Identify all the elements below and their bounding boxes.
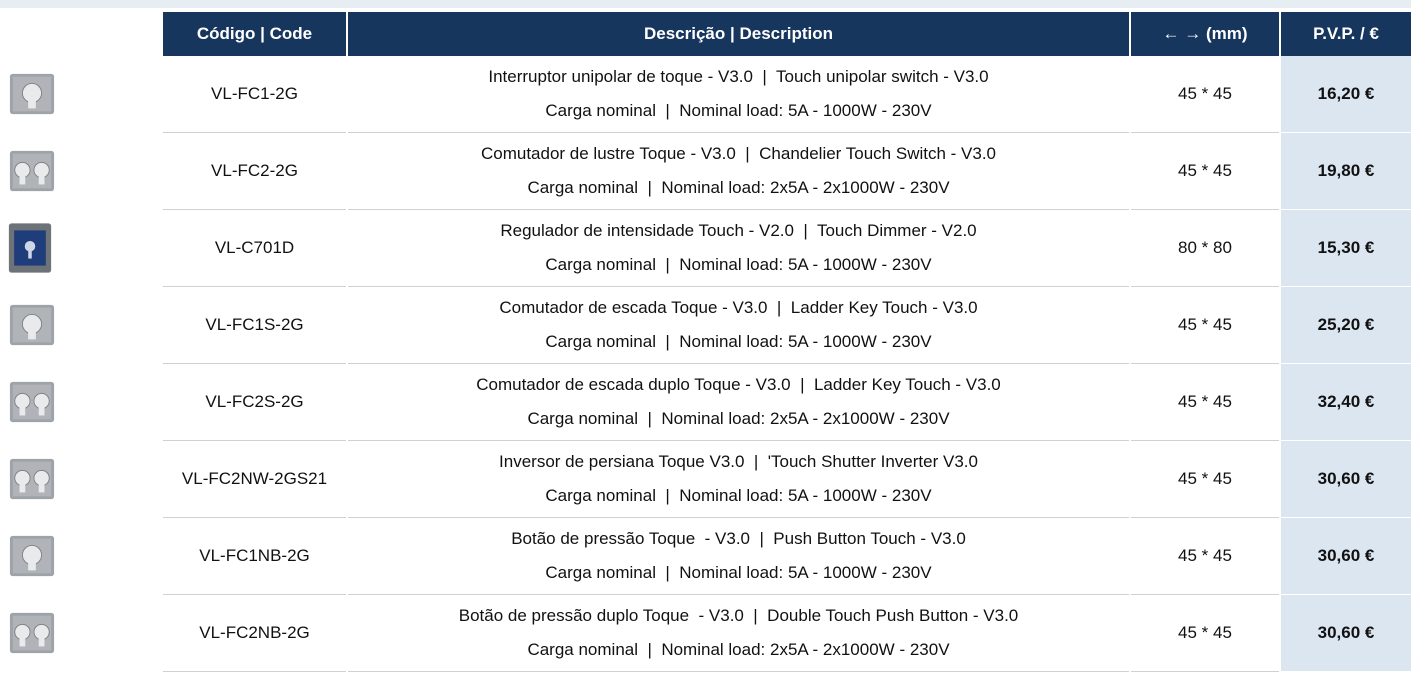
size-cell: 80 * 80 bbox=[1131, 210, 1279, 287]
column-header: P.V.P. / € bbox=[1281, 12, 1411, 56]
description-line: Comutador de escada duplo Toque - V3.0 |… bbox=[476, 375, 1001, 394]
description-line: Carga nominal | Nominal load: 2x5A - 2x1… bbox=[527, 178, 950, 197]
column-header: Código | Code bbox=[163, 12, 346, 56]
product-image bbox=[0, 364, 163, 441]
price-cell: 32,40 € bbox=[1281, 364, 1411, 441]
code-cell: VL-FC2S-2G bbox=[163, 364, 346, 441]
code-cell: VL-FC2NB-2G bbox=[163, 595, 346, 672]
description-cell: Comutador de escada Toque - V3.0 | Ladde… bbox=[348, 287, 1129, 364]
product-image bbox=[0, 56, 163, 133]
description-line: Botão de pressão Toque - V3.0 | Push But… bbox=[511, 529, 966, 548]
product-image bbox=[0, 210, 163, 287]
top-strip bbox=[0, 0, 1411, 8]
price-cell: 30,60 € bbox=[1281, 595, 1411, 672]
description-cell: Botão de pressão duplo Toque - V3.0 | Do… bbox=[348, 595, 1129, 672]
description-cell: Inversor de persiana Toque V3.0 | 'Touch… bbox=[348, 441, 1129, 518]
size-cell: 45 * 45 bbox=[1131, 364, 1279, 441]
size-cell: 45 * 45 bbox=[1131, 595, 1279, 672]
price-cell: 19,80 € bbox=[1281, 133, 1411, 210]
description-line: Inversor de persiana Toque V3.0 | 'Touch… bbox=[499, 452, 978, 471]
product-image bbox=[0, 287, 163, 364]
size-cell: 45 * 45 bbox=[1131, 287, 1279, 364]
column-header: Descrição | Description bbox=[348, 12, 1129, 56]
code-cell: VL-FC1NB-2G bbox=[163, 518, 346, 595]
code-cell: VL-C701D bbox=[163, 210, 346, 287]
description-cell: Comutador de lustre Toque - V3.0 | Chand… bbox=[348, 133, 1129, 210]
price-cell: 15,30 € bbox=[1281, 210, 1411, 287]
description-line: Carga nominal | Nominal load: 5A - 1000W… bbox=[545, 486, 932, 505]
product-image bbox=[0, 518, 163, 595]
price-cell: 30,60 € bbox=[1281, 518, 1411, 595]
description-cell: Botão de pressão Toque - V3.0 | Push But… bbox=[348, 518, 1129, 595]
description-line: Regulador de intensidade Touch - V2.0 | … bbox=[500, 221, 977, 240]
size-cell: 45 * 45 bbox=[1131, 133, 1279, 210]
description-cell: Comutador de escada duplo Toque - V3.0 |… bbox=[348, 364, 1129, 441]
size-cell: 45 * 45 bbox=[1131, 518, 1279, 595]
size-cell: 45 * 45 bbox=[1131, 56, 1279, 133]
description-line: Comutador de escada Toque - V3.0 | Ladde… bbox=[499, 298, 978, 317]
size-cell: 45 * 45 bbox=[1131, 441, 1279, 518]
product-image bbox=[0, 595, 163, 672]
description-line: Carga nominal | Nominal load: 2x5A - 2x1… bbox=[527, 640, 950, 659]
description-line: Carga nominal | Nominal load: 5A - 1000W… bbox=[545, 101, 932, 120]
code-cell: VL-FC2NW-2GS21 bbox=[163, 441, 346, 518]
description-line: Comutador de lustre Toque - V3.0 | Chand… bbox=[480, 144, 996, 163]
description-line: Carga nominal | Nominal load: 5A - 1000W… bbox=[545, 332, 932, 351]
price-cell: 30,60 € bbox=[1281, 441, 1411, 518]
code-cell: VL-FC2-2G bbox=[163, 133, 346, 210]
product-image bbox=[0, 441, 163, 518]
description-line: Carga nominal | Nominal load: 5A - 1000W… bbox=[545, 563, 932, 582]
description-cell: Regulador de intensidade Touch - V2.0 | … bbox=[348, 210, 1129, 287]
description-line: Botão de pressão duplo Toque - V3.0 | Do… bbox=[458, 606, 1019, 625]
code-cell: VL-FC1S-2G bbox=[163, 287, 346, 364]
price-cell: 16,20 € bbox=[1281, 56, 1411, 133]
description-line: Carga nominal | Nominal load: 5A - 1000W… bbox=[545, 255, 932, 274]
description-cell: Interruptor unipolar de toque - V3.0 | T… bbox=[348, 56, 1129, 133]
product-image bbox=[0, 133, 163, 210]
column-header: ← → (mm) bbox=[1131, 12, 1279, 56]
description-line: Carga nominal | Nominal load: 2x5A - 2x1… bbox=[527, 409, 950, 428]
code-cell: VL-FC1-2G bbox=[163, 56, 346, 133]
description-line: Interruptor unipolar de toque - V3.0 | T… bbox=[488, 67, 989, 86]
price-cell: 25,20 € bbox=[1281, 287, 1411, 364]
